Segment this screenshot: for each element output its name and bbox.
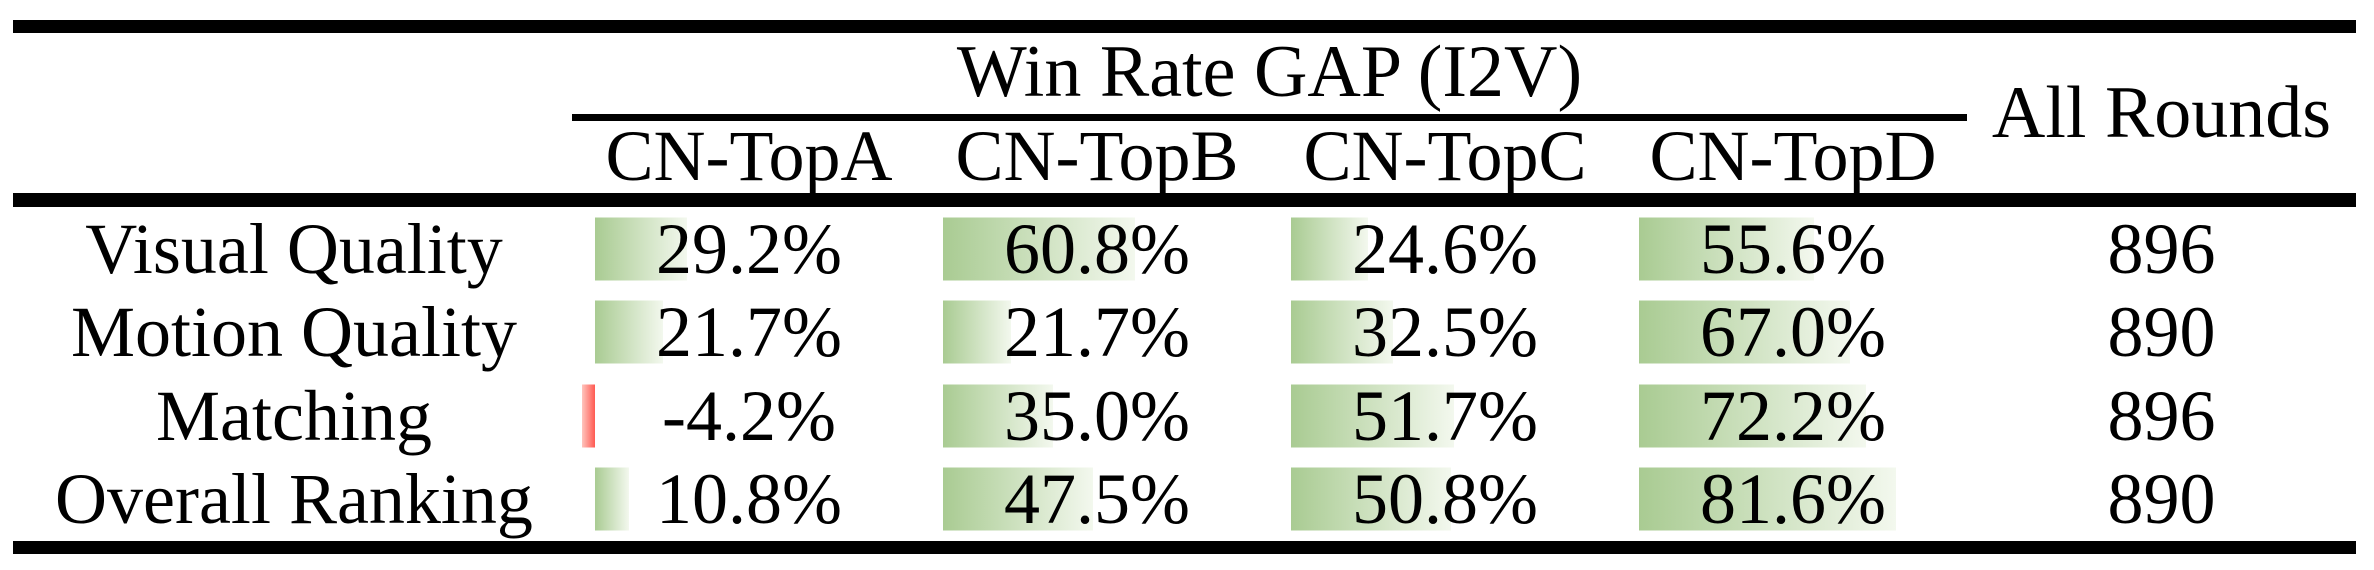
negative-data-bar bbox=[581, 384, 595, 448]
winrate-value: 21.7% bbox=[656, 292, 842, 373]
column-header-row: CN-TopA CN-TopB CN-TopC CN-TopD bbox=[575, 118, 1967, 193]
row-label: Visual Quality bbox=[85, 208, 503, 289]
winrate-cell: 72.2% bbox=[1619, 374, 1967, 458]
all-rounds-value: 890 bbox=[2107, 459, 2216, 540]
positive-data-bar bbox=[1291, 384, 1454, 448]
table-bottom-rule bbox=[13, 541, 2356, 554]
winrate-cell: 81.6% bbox=[1619, 458, 1967, 542]
table-row: Visual Quality 29.2% 60.8% 24.6% 55.6% 896 bbox=[13, 207, 2356, 291]
winrate-value: 29.2% bbox=[656, 208, 842, 289]
winrate-cell: 50.8% bbox=[1271, 458, 1619, 542]
winrate-cell: 10.8% bbox=[575, 458, 923, 542]
winrate-value: 72.2% bbox=[1700, 375, 1886, 456]
positive-data-bar bbox=[1291, 467, 1452, 531]
winrate-value: 60.8% bbox=[1004, 208, 1190, 289]
winrate-value: 50.8% bbox=[1352, 459, 1538, 540]
group-header-win-rate-gap: Win Rate GAP (I2V) bbox=[956, 31, 1583, 113]
positive-data-bar bbox=[943, 217, 1135, 281]
positive-data-bar bbox=[943, 467, 1093, 531]
winrate-cell: 47.5% bbox=[923, 458, 1271, 542]
all-rounds-value: 890 bbox=[2107, 292, 2216, 373]
positive-data-bar bbox=[1639, 467, 1897, 531]
winrate-value: 10.8% bbox=[656, 459, 842, 540]
winrate-cell: 51.7% bbox=[1271, 374, 1619, 458]
winrate-cell: 55.6% bbox=[1619, 207, 1967, 291]
winrate-cell: 21.7% bbox=[923, 291, 1271, 375]
positive-data-bar bbox=[595, 467, 630, 531]
column-header-cn-topa: CN-TopA bbox=[605, 115, 893, 196]
winrate-cell: 32.5% bbox=[1271, 291, 1619, 375]
column-header-cn-topd: CN-TopD bbox=[1649, 115, 1937, 196]
all-rounds-value: 896 bbox=[2107, 208, 2216, 289]
positive-data-bar bbox=[943, 384, 1054, 448]
positive-data-bar bbox=[595, 300, 664, 364]
winrate-value: 81.6% bbox=[1700, 459, 1886, 540]
winrate-cell: 67.0% bbox=[1619, 291, 1967, 375]
winrate-value: 21.7% bbox=[1004, 292, 1190, 373]
winrate-value: 24.6% bbox=[1352, 208, 1538, 289]
table-row: Overall Ranking 10.8% 47.5% 50.8% 81.6% 890 bbox=[13, 458, 2356, 542]
header-separator-rule bbox=[13, 193, 2356, 207]
positive-data-bar bbox=[595, 217, 687, 281]
winrate-cell: -4.2% bbox=[575, 374, 923, 458]
table-row: Motion Quality 21.7% 21.7% 32.5% 67.0% 890 bbox=[13, 291, 2356, 375]
winrate-value: 55.6% bbox=[1700, 208, 1886, 289]
positive-data-bar bbox=[1639, 384, 1867, 448]
column-header-cn-topb: CN-TopB bbox=[955, 115, 1239, 196]
positive-data-bar bbox=[1291, 217, 1369, 281]
column-header-cn-topc: CN-TopC bbox=[1303, 115, 1587, 196]
winrate-value: -4.2% bbox=[662, 375, 836, 456]
group-header-underline-rule bbox=[572, 114, 1967, 121]
table-header: Win Rate GAP (I2V) CN-TopA CN-TopB CN-To… bbox=[13, 33, 2356, 193]
all-rounds-value: 896 bbox=[2107, 375, 2216, 456]
row-label: Overall Ranking bbox=[55, 459, 533, 540]
row-label: Matching bbox=[156, 375, 432, 456]
winrate-cell: 35.0% bbox=[923, 374, 1271, 458]
results-table: Win Rate GAP (I2V) CN-TopA CN-TopB CN-To… bbox=[13, 20, 2356, 554]
table-top-rule bbox=[13, 20, 2356, 33]
positive-data-bar bbox=[1639, 217, 1815, 281]
winrate-cell: 60.8% bbox=[923, 207, 1271, 291]
winrate-value: 51.7% bbox=[1352, 375, 1538, 456]
winrate-value: 32.5% bbox=[1352, 292, 1538, 373]
winrate-value: 47.5% bbox=[1004, 459, 1190, 540]
winrate-cell: 29.2% bbox=[575, 207, 923, 291]
winrate-cell: 24.6% bbox=[1271, 207, 1619, 291]
positive-data-bar bbox=[1639, 300, 1851, 364]
winrate-cell: 21.7% bbox=[575, 291, 923, 375]
winrate-value: 35.0% bbox=[1004, 375, 1190, 456]
row-label: Motion Quality bbox=[71, 292, 517, 373]
table-row: Matching -4.2% 35.0% 51.7% 72.2% 896 bbox=[13, 374, 2356, 458]
positive-data-bar bbox=[1291, 300, 1394, 364]
table-body: Visual Quality 29.2% 60.8% 24.6% 55.6% 896 Mot… bbox=[13, 207, 2356, 541]
winrate-value: 67.0% bbox=[1700, 292, 1886, 373]
positive-data-bar bbox=[943, 300, 1012, 364]
column-header-all-rounds: All Rounds bbox=[1991, 72, 2332, 154]
